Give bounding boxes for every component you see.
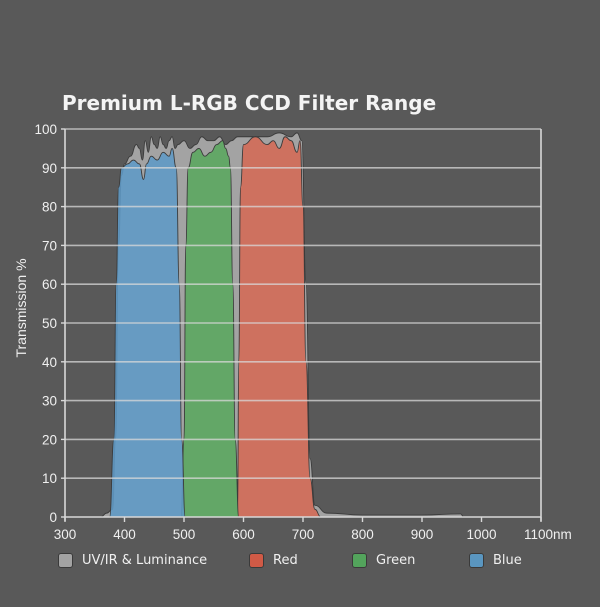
x-tick-label: 300: [54, 527, 77, 542]
swatch-green-icon: [352, 553, 367, 568]
swatch-red-icon: [249, 553, 264, 568]
series-green: [180, 140, 240, 518]
swatch-blue-icon: [469, 553, 484, 568]
y-tick-label: 80: [42, 200, 57, 215]
x-tick-label: 600: [232, 527, 255, 542]
y-tick-label: 0: [49, 510, 57, 525]
x-tick-label: 400: [113, 527, 136, 542]
chart-title: Premium L-RGB CCD Filter Range: [62, 91, 437, 115]
y-tick-label: 20: [42, 432, 57, 447]
y-tick-label: 50: [42, 316, 57, 331]
y-tick-label: 40: [42, 355, 57, 370]
legend-label: UV/IR & Luminance: [82, 553, 208, 568]
y-tick-label: 90: [42, 161, 57, 176]
y-tick-label: 100: [34, 122, 57, 137]
swatch-luminance-icon: [58, 553, 73, 568]
series-red: [237, 136, 321, 518]
legend-item-green: Green: [352, 553, 415, 568]
legend-item-blue: Blue: [469, 553, 522, 568]
legend: UV/IR & Luminance Red Green Blue: [0, 553, 600, 575]
x-tick-label: 1000: [466, 527, 496, 542]
legend-item-luminance: UV/IR & Luminance: [58, 553, 207, 568]
x-tick-label: 1100nm: [524, 527, 572, 542]
y-tick-label: 30: [42, 394, 57, 409]
legend-label: Blue: [493, 553, 522, 568]
legend-label: Green: [376, 553, 416, 568]
y-tick-label: 10: [42, 471, 57, 486]
y-tick-label: 60: [42, 277, 57, 292]
x-tick-label: 700: [292, 527, 315, 542]
y-axis-label: Transmission %: [13, 258, 29, 357]
legend-label: Red: [273, 553, 298, 568]
x-tick-label: 900: [411, 527, 434, 542]
series-blue: [109, 147, 186, 518]
x-tick-label: 500: [173, 527, 196, 542]
legend-item-red: Red: [249, 553, 298, 568]
x-tick-label: 800: [351, 527, 374, 542]
y-tick-label: 70: [42, 238, 57, 253]
